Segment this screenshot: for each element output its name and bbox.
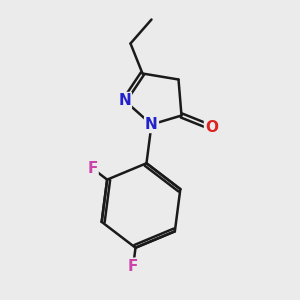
Text: F: F: [87, 161, 98, 176]
Text: N: N: [145, 117, 158, 132]
Text: N: N: [118, 93, 131, 108]
Text: O: O: [205, 120, 218, 135]
Text: F: F: [128, 259, 138, 274]
